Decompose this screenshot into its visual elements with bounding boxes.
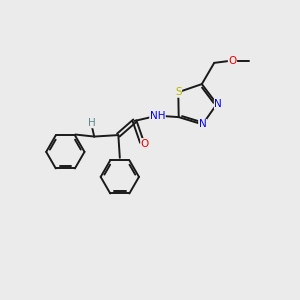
Text: O: O [228,56,237,65]
Text: N: N [214,99,222,109]
Text: S: S [175,87,181,97]
Text: N: N [199,119,206,129]
Text: NH: NH [150,111,165,121]
Text: H: H [88,118,96,128]
Text: O: O [141,139,149,148]
